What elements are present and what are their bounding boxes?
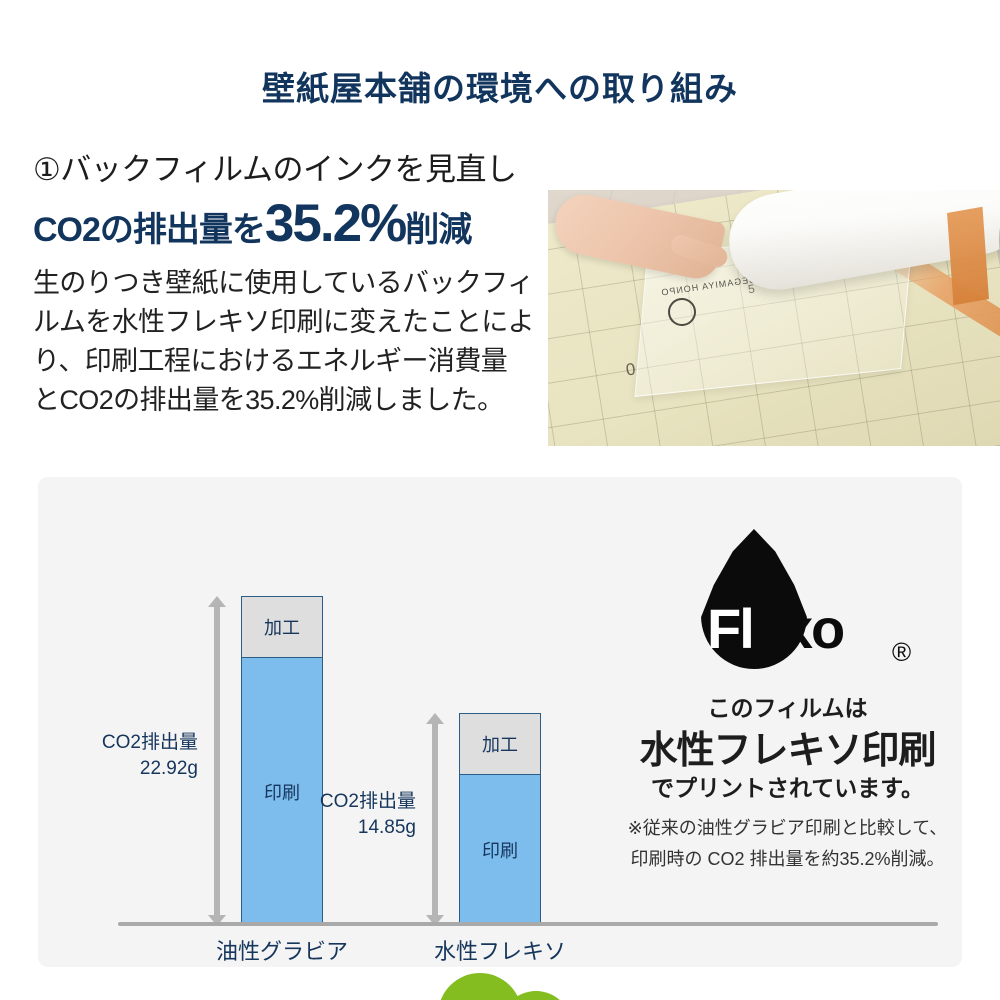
intro-copy-block: ①バックフィルムのインクを見直し CO2の排出量を 35.2% 削減 生のりつき壁紙… — [33, 152, 543, 420]
measure-label-gravure: CO2排出量 22.92g — [76, 730, 198, 781]
flexo-logo: Flexo ® — [643, 529, 933, 681]
arrow-shaft — [432, 722, 438, 917]
bar-gravure: 加工 印刷 — [241, 596, 323, 926]
flexo-footnote: ※従来の油性グラビア印刷と比較して、 印刷時の CO2 排出量を約35.2%削減… — [613, 813, 962, 874]
bar-segment-processing-flexo: 加工 — [459, 713, 541, 775]
roll-orange-band — [947, 206, 989, 306]
bar-flexo: 加工 印刷 — [459, 713, 541, 926]
registered-trademark-icon: ® — [892, 637, 912, 667]
body-line: ルムを水性フレキソ印刷に変えたことによ — [33, 306, 535, 337]
measure-label-value: 14.85g — [357, 816, 416, 838]
body-line: り、印刷工程におけるエネルギー消費量 — [33, 345, 508, 376]
bar-segment-printing-flexo: 印刷 — [459, 775, 541, 926]
bar-segment-processing-gravure: 加工 — [241, 596, 323, 658]
bar-segment-label: 加工 — [482, 735, 518, 755]
measure-arrow-gravure — [208, 596, 226, 926]
arrow-head-down-icon — [426, 915, 444, 926]
flexo-wordmark: Flexo — [707, 601, 845, 657]
axis-label-flexo: 水性フレキソ — [433, 939, 566, 964]
measure-label-title: CO2排出量 — [101, 732, 198, 753]
bar-segment-printing-gravure: 印刷 — [241, 658, 323, 926]
body-line: 生のりつき壁紙に使用しているバックフィ — [33, 267, 534, 298]
footnote-line: 印刷時の CO2 排出量を約35.2%削減。 — [630, 848, 945, 869]
flexo-wordmark-inside: Fl — [707, 597, 755, 660]
flexo-wordmark-outside: exo — [752, 597, 845, 660]
flexo-info-block: Flexo ® このフィルムは 水性フレキソ印刷 でプリントされています。 ※従… — [613, 477, 962, 967]
arrow-head-up-icon — [426, 713, 444, 724]
measure-arrow-flexo — [426, 713, 444, 926]
intro-body-text: 生のりつき壁紙に使用しているバックフィ ルムを水性フレキソ印刷に変えたことによ … — [33, 264, 543, 421]
body-line: とCO2の排出量を35.2%削減しました。 — [33, 385, 504, 416]
chart-baseline — [118, 922, 938, 926]
flexo-caption-line1: このフィルムは — [707, 695, 868, 721]
co2-cloud-icon: CO2 — [422, 973, 597, 1000]
bar-segment-label: 加工 — [264, 618, 300, 638]
measure-label-value: 22.92g — [139, 757, 198, 779]
footnote-line: ※従来の油性グラビア印刷と比較して、 — [627, 818, 948, 838]
flexo-caption-line3: でプリントされています。 — [650, 775, 924, 801]
flexo-caption-line2: 水性フレキソ印刷 — [639, 730, 936, 772]
page-title: 壁紙屋本舗の環境への取り組み — [262, 70, 738, 107]
headline-secondary-highlight: 35.2% — [264, 193, 407, 253]
headline-primary: ①バックフィルムのインクを見直し — [33, 152, 517, 187]
headline-secondary-prefix: CO2の排出量を — [33, 210, 266, 249]
co2-bar-chart: CO2排出量 22.92g 加工 印刷 CO2排出量 14.85g — [38, 477, 938, 967]
co2-reduction-graphic: CO2 35.2%削減 — [416, 973, 616, 1000]
wallpaper-film-photo: KABEGAMIYA HONPO 0 5 10 — [548, 190, 1000, 446]
axis-label-gravure: 油性グラビア — [215, 939, 348, 964]
cloud-puff — [438, 973, 522, 1000]
arrow-shaft — [214, 605, 220, 917]
measure-label-title: CO2排出量 — [319, 791, 416, 812]
arrow-head-down-icon — [208, 915, 226, 926]
arrow-head-up-icon — [208, 596, 226, 607]
headline-secondary: CO2の排出量を 35.2% 削減 — [33, 197, 543, 250]
bar-segment-label: 印刷 — [264, 782, 300, 803]
cloud-puff — [500, 991, 572, 1000]
comparison-panel: CO2排出量 22.92g 加工 印刷 CO2排出量 14.85g — [38, 477, 962, 1000]
measure-label-flexo: CO2排出量 14.85g — [294, 789, 416, 840]
bar-segment-label: 印刷 — [482, 841, 518, 861]
headline-secondary-suffix: 削減 — [405, 210, 472, 249]
